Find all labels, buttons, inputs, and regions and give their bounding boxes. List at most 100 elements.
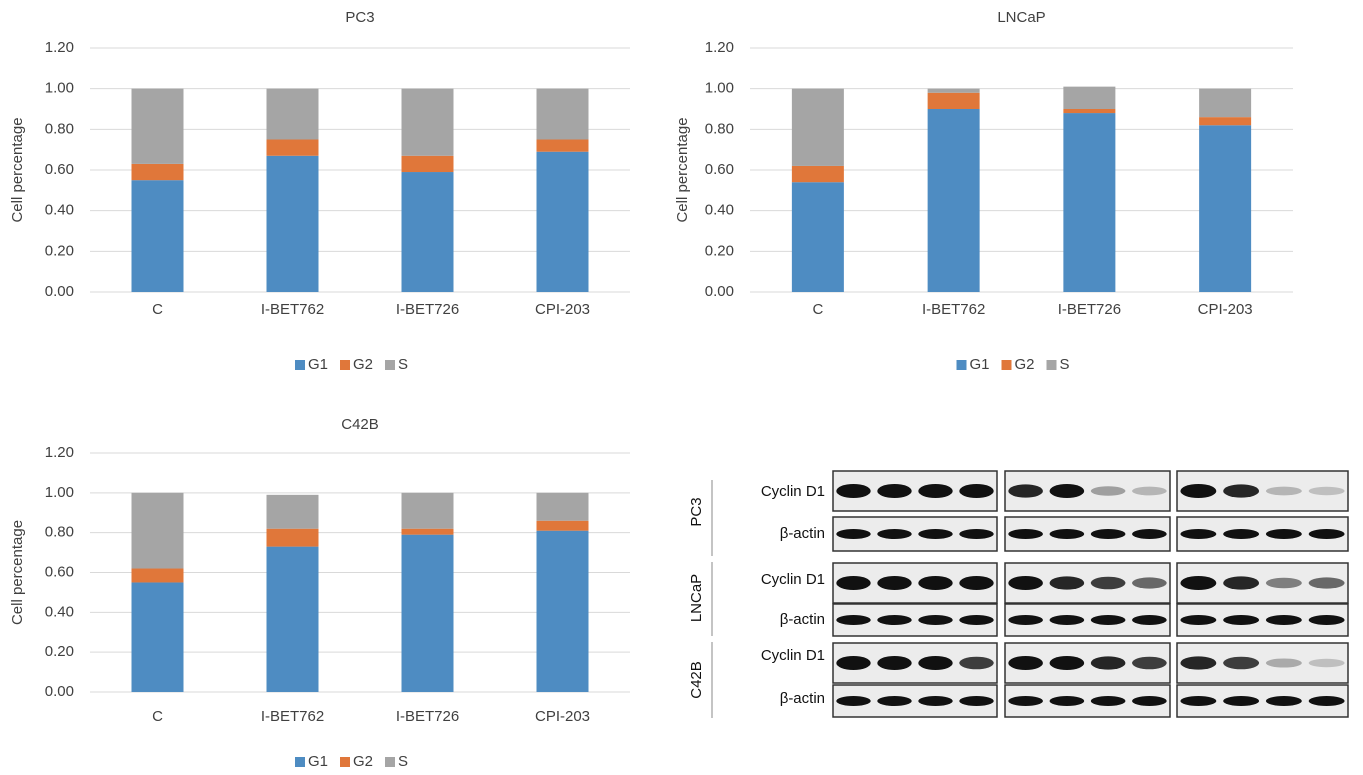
y-tick-label: 0.60 xyxy=(45,563,74,580)
x-tick-label: C xyxy=(152,301,163,318)
blot-band xyxy=(1309,696,1345,706)
blot-band xyxy=(1309,487,1345,495)
bar-segment xyxy=(537,521,589,531)
legend-swatch xyxy=(340,757,350,767)
blot-band xyxy=(1180,576,1216,590)
blot-band xyxy=(1091,656,1126,669)
y-tick-label: 0.40 xyxy=(45,603,74,620)
bar-segment xyxy=(537,493,589,521)
legend-swatch xyxy=(385,360,395,370)
blot-band xyxy=(1091,529,1126,539)
y-tick-label: 0.00 xyxy=(705,283,734,300)
bar-segment xyxy=(537,531,589,692)
bar-segment xyxy=(928,89,980,93)
blot-band xyxy=(877,696,911,706)
bar-segment xyxy=(267,547,319,692)
row-label: β-actin xyxy=(780,690,825,707)
y-tick-label: 0.40 xyxy=(705,202,734,219)
blot-band xyxy=(1132,657,1167,670)
bar-segment xyxy=(537,140,589,152)
blot-band xyxy=(918,576,952,590)
blot-band xyxy=(1223,484,1259,497)
bar-segment xyxy=(132,493,184,569)
bar-segment xyxy=(928,93,980,109)
blot-band xyxy=(877,576,911,590)
bar-segment xyxy=(132,582,184,692)
x-tick-label: CPI-203 xyxy=(535,708,590,725)
x-tick-label: I-BET762 xyxy=(261,708,324,725)
row-label: Cyclin D1 xyxy=(761,483,825,500)
blot-band xyxy=(959,529,993,539)
blot-band xyxy=(1008,615,1043,625)
blot-band xyxy=(1050,656,1085,670)
legend-label: G1 xyxy=(308,356,328,373)
blot-band xyxy=(1050,696,1085,706)
bar-segment xyxy=(792,182,844,292)
blot-band xyxy=(836,656,870,670)
blot-band xyxy=(1180,529,1216,539)
group-label: LNCaP xyxy=(688,574,705,622)
bar-segment xyxy=(267,529,319,547)
blot-band xyxy=(1091,486,1126,495)
blot-band xyxy=(918,656,952,670)
blot-band xyxy=(1266,529,1302,539)
bar-segment xyxy=(537,152,589,292)
blot-band xyxy=(959,484,993,498)
chart-title: C42B xyxy=(341,416,379,433)
blot-band xyxy=(1050,484,1085,498)
bar-segment xyxy=(132,180,184,292)
y-tick-label: 1.20 xyxy=(45,444,74,461)
blot-band xyxy=(959,615,993,625)
blot-band xyxy=(1223,657,1259,670)
blot-band xyxy=(1223,529,1259,539)
bar-segment xyxy=(132,89,184,164)
y-axis-label: Cell percentage xyxy=(9,117,26,222)
bar-segment xyxy=(402,493,454,529)
x-tick-label: I-BET762 xyxy=(922,301,985,318)
blot-band xyxy=(1266,487,1302,496)
x-tick-label: I-BET726 xyxy=(1058,301,1121,318)
blot-band xyxy=(1180,615,1216,625)
row-label: β-actin xyxy=(780,611,825,628)
legend-label: G2 xyxy=(1015,356,1035,373)
blot-band xyxy=(877,529,911,539)
bar-segment xyxy=(267,89,319,140)
bar-segment xyxy=(402,89,454,156)
legend-label: G1 xyxy=(308,753,328,770)
bar-segment xyxy=(1063,113,1115,292)
y-tick-label: 0.00 xyxy=(45,283,74,300)
blot-band xyxy=(1091,696,1126,706)
blot-images xyxy=(833,471,1348,717)
blot-band xyxy=(836,576,870,590)
y-tick-label: 1.20 xyxy=(705,39,734,56)
blot-band xyxy=(1008,576,1043,590)
x-tick-label: CPI-203 xyxy=(535,301,590,318)
blot-band xyxy=(1008,656,1043,670)
blot-band xyxy=(836,529,870,539)
bar-segment xyxy=(537,89,589,140)
blot-band xyxy=(1132,615,1167,625)
y-tick-label: 0.20 xyxy=(45,643,74,660)
blot-band xyxy=(918,615,952,625)
blot-band xyxy=(1132,577,1167,588)
legend-label: G2 xyxy=(353,356,373,373)
blot-band xyxy=(1050,576,1085,589)
bar-segment xyxy=(402,156,454,172)
bar-segment xyxy=(1063,87,1115,109)
blot-band xyxy=(1266,658,1302,667)
blot-band xyxy=(877,656,911,670)
blot-band xyxy=(877,484,911,498)
blot-band xyxy=(1008,529,1043,539)
blot-band xyxy=(1309,659,1345,667)
legend-label: G2 xyxy=(353,753,373,770)
legend-label: S xyxy=(1060,356,1070,373)
y-tick-label: 0.60 xyxy=(45,161,74,178)
blot-band xyxy=(877,615,911,625)
blot-band xyxy=(1309,615,1345,625)
y-axis-label: Cell percentage xyxy=(674,117,691,222)
y-tick-label: 0.20 xyxy=(705,242,734,259)
y-tick-label: 0.00 xyxy=(45,683,74,700)
y-tick-label: 1.20 xyxy=(45,39,74,56)
blot-band xyxy=(1132,696,1167,706)
blot-band xyxy=(1091,577,1126,590)
